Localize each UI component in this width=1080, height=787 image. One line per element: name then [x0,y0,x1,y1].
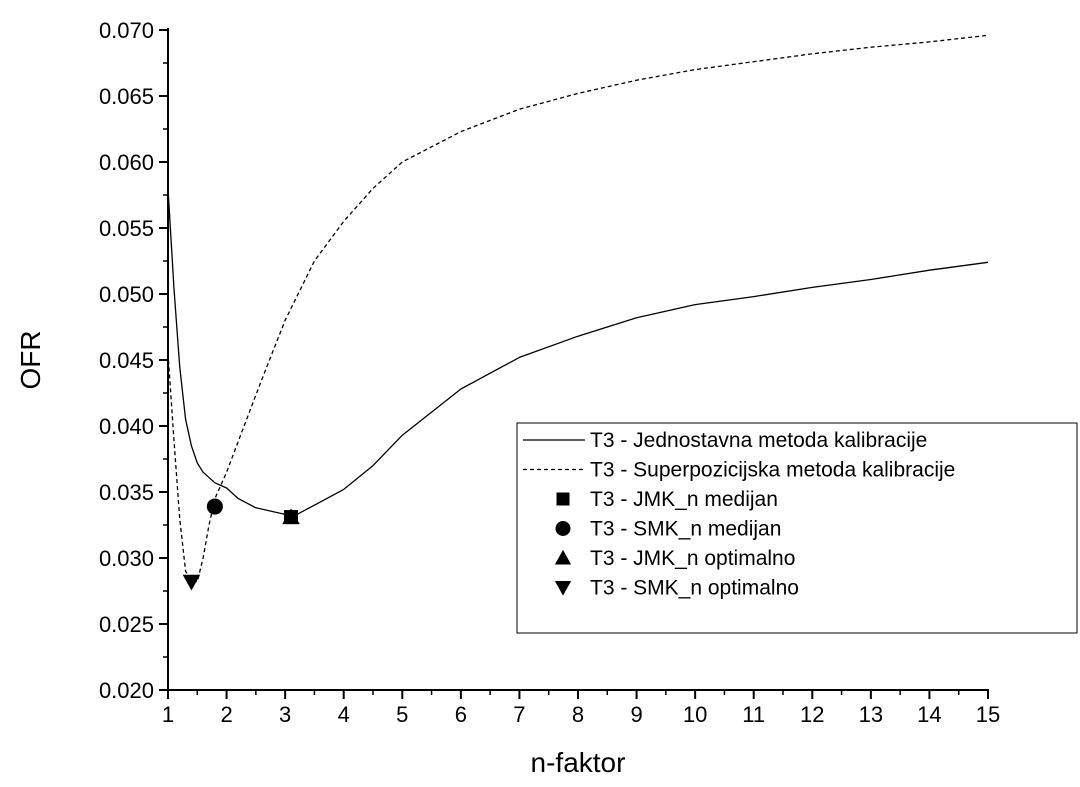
legend-label: T3 - SMK_n medijan [590,518,781,541]
x-tick-label: 1 [162,702,174,727]
x-tick-label: 2 [220,702,232,727]
y-axis-title: OFR [15,330,46,389]
x-tick-label: 3 [279,702,291,727]
legend-swatch-square [556,492,570,506]
legend-box [516,422,1078,634]
legend-label: T3 - Jednostavna metoda kalibracije [590,429,927,452]
marker-triangle-down [182,574,201,591]
legend-swatch-circle [555,521,571,536]
y-tick-label: 0.065 [99,84,154,109]
legend: T3 - Jednostavna metoda kalibracije T3 - … [516,422,1078,634]
y-tick-label: 0.030 [99,546,154,571]
x-tick-label: 13 [859,702,883,727]
y-tick-label: 0.070 [99,18,154,43]
x-tick-label: 10 [683,702,707,727]
x-tick-label: 11 [742,702,765,727]
legend-swatch-triangle-down [554,581,572,596]
y-tick-label: 0.060 [99,150,154,175]
series-line-1 [167,188,989,516]
x-tick-label: 5 [396,702,408,727]
y-tick-label: 0.050 [99,282,154,307]
x-tick-label: 6 [455,702,467,727]
y-tick-label: 0.035 [99,480,154,505]
y-tick-label: 0.020 [99,678,154,703]
tick-labels: 1 2 3 4 5 6 7 8 9 10 11 12 13 14 150.0200.0250.0300.03… [99,18,1000,727]
marker-circle [206,498,223,515]
y-tick-label: 0.045 [99,348,154,373]
y-tick-label: 0.040 [99,414,154,439]
y-tick-label: 0.025 [99,612,154,637]
legend-label: T3 - SMK_n optimalno [590,577,799,600]
x-tick-label: 4 [338,702,350,727]
x-tick-label: 12 [800,702,824,727]
legend-label: T3 - JMK_n optimalno [590,547,795,570]
x-tick-label: 8 [572,702,584,727]
data-markers [182,498,300,591]
tick-marks [159,29,989,699]
legend-label: T3 - Superpozicijska metoda kalibracije [590,459,955,482]
x-tick-label: 14 [917,702,941,727]
legend-label: T3 - JMK_n medijan [590,488,778,511]
x-tick-label: 15 [976,702,1000,727]
marker-triangle-up [282,508,300,525]
y-tick-label: 0.055 [99,216,154,241]
x-tick-label: 7 [513,702,525,727]
legend-swatch-triangle-up [554,549,572,565]
x-axis-title: n-faktor [531,747,626,778]
x-tick-label: 9 [630,702,642,727]
